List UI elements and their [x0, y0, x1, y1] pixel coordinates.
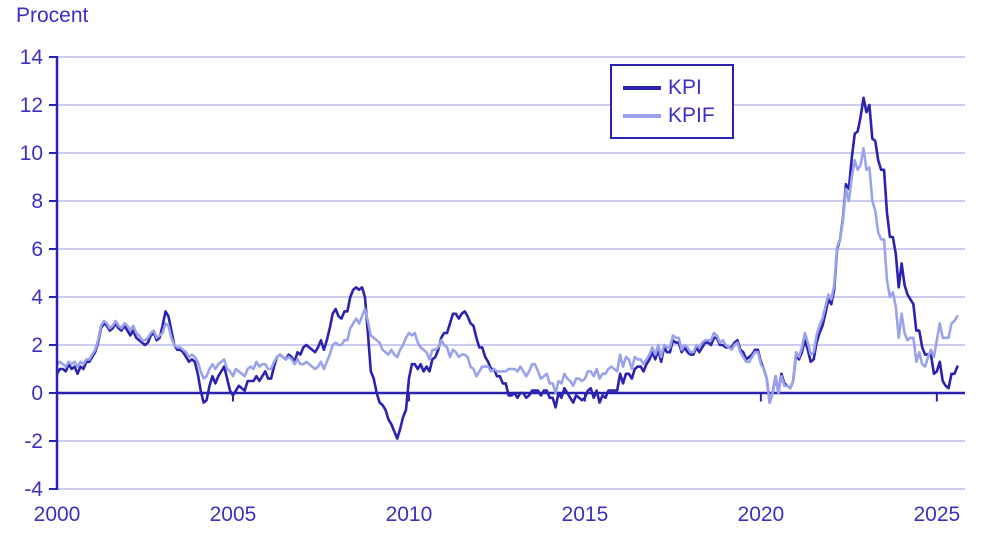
x-tick-label: 2015 — [562, 503, 609, 526]
y-tick-label: 8 — [31, 190, 43, 213]
x-tick-label: 2010 — [386, 503, 433, 526]
y-tick-label: 4 — [31, 286, 43, 309]
y-tick-label: 10 — [20, 142, 43, 165]
legend-item-kpif: KPIF — [623, 102, 732, 130]
y-tick-label: 12 — [20, 94, 43, 117]
kpif-line — [55, 146, 959, 404]
legend-label-kpi: KPI — [668, 76, 702, 99]
x-tick-label: 2005 — [210, 503, 257, 526]
x-tick-label: 2025 — [913, 503, 960, 526]
legend-item-kpi: KPI — [623, 74, 732, 102]
y-tick-label: 2 — [31, 334, 43, 357]
y-tick-label: 14 — [20, 46, 44, 69]
kpi-line-swatch — [623, 86, 661, 90]
kpi-line — [55, 96, 959, 440]
x-tick-label: 2000 — [34, 503, 81, 526]
y-tick-label: -4 — [24, 478, 43, 501]
y-tick-label: 6 — [31, 238, 43, 261]
kpif-line-swatch — [623, 114, 661, 118]
x-tick-label: 2020 — [738, 503, 785, 526]
legend: KPI KPIF — [610, 64, 734, 139]
y-tick-label: 0 — [31, 382, 43, 405]
legend-label-kpif: KPIF — [668, 104, 715, 127]
y-axis-title: Procent — [16, 4, 89, 27]
y-tick-label: -2 — [24, 430, 43, 453]
